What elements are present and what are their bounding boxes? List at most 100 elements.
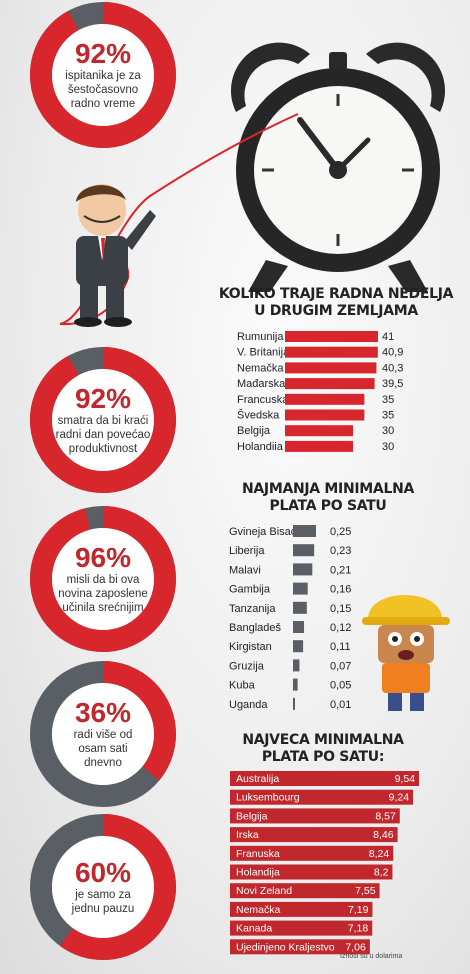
value-label: 40,9 <box>382 347 403 359</box>
value-label: 7,06 <box>345 941 366 953</box>
value-label: 0,15 <box>330 603 351 615</box>
category-label: Bangladeš <box>229 622 281 634</box>
bar <box>293 601 307 614</box>
bar <box>230 920 373 936</box>
stat-text-line: radi više od <box>73 729 133 741</box>
clock-bell-right <box>366 42 446 112</box>
stat-text-line: je samo za <box>75 889 131 901</box>
stat-donut-4: 36% radi više od osam sati dnevno <box>30 661 176 807</box>
donut-center <box>52 24 154 126</box>
category-label: Franuska <box>236 848 280 860</box>
value-label: 0,05 <box>330 680 351 692</box>
clock-ticks <box>262 94 414 246</box>
stat-text-line: produktivnost <box>68 443 138 455</box>
value-label: 8,2 <box>374 867 389 879</box>
value-label: 8,57 <box>375 810 396 822</box>
category-label: Holandija <box>236 867 280 879</box>
businessman-illustration <box>74 184 156 327</box>
category-label: V. Britanija <box>237 347 290 359</box>
bar <box>293 544 315 557</box>
bar <box>230 771 419 786</box>
donut-value-arc <box>30 2 176 148</box>
value-label: 7,18 <box>348 923 369 935</box>
donut-center <box>52 683 154 785</box>
bar <box>293 640 304 653</box>
bar <box>230 901 373 917</box>
clock-knob <box>329 52 347 70</box>
stat-text-line: jednu pauzu <box>71 903 135 915</box>
category-label: Luksembourg <box>236 792 300 804</box>
value-label: 0,12 <box>330 622 351 634</box>
stat-text-line: misli da bi ova <box>66 574 140 586</box>
bar <box>230 827 398 843</box>
category-label: Belgija <box>237 425 271 437</box>
chart-title-text: KOLIKO TRAJE RADNA NEDELJA U DRUGIM ZEML… <box>218 286 454 319</box>
stat-percent: 92% <box>74 383 132 414</box>
bar <box>293 621 305 633</box>
stat-percent: 92% <box>74 38 132 69</box>
clock-leg-right <box>388 260 428 292</box>
donut-value-arc <box>30 347 176 493</box>
value-label: 9,54 <box>395 773 416 785</box>
value-label: 0,07 <box>330 660 351 672</box>
stat-text-line: šestočasovno <box>67 84 139 96</box>
category-label: Gruzija <box>229 660 265 672</box>
stat-text-line: smatra da bi kraći <box>57 415 149 427</box>
stat-text-line: dnevno <box>84 757 122 769</box>
bar <box>293 582 308 595</box>
stat-text-line: radno vreme <box>70 98 136 110</box>
value-label: 30 <box>382 425 394 437</box>
category-label: Francuska <box>237 394 289 406</box>
bar <box>285 346 378 358</box>
stat-text-line: novina zaposlene <box>58 588 148 600</box>
donut-center <box>52 369 154 471</box>
category-label: Tanzanija <box>229 603 276 615</box>
value-label: 0,01 <box>330 699 351 711</box>
donut-center <box>52 836 154 938</box>
bar <box>230 845 394 861</box>
category-label: Kuba <box>229 680 256 692</box>
clock-bell-left <box>230 42 310 113</box>
donut-value-arc <box>30 814 176 960</box>
stat-text-line: učinila srećnijim <box>62 602 144 614</box>
stat-text-line: ispitanika je za <box>65 70 141 82</box>
category-label: Švedska <box>237 409 280 422</box>
clock-leg-left <box>248 260 288 292</box>
value-label: 9,24 <box>389 792 410 804</box>
bar <box>293 525 316 537</box>
value-label: 7,55 <box>355 885 376 897</box>
stat-text-line: osam sati <box>78 743 128 755</box>
value-label: 40,3 <box>382 362 403 374</box>
donut-ring <box>30 347 176 493</box>
bar <box>285 393 365 405</box>
value-label: 0,16 <box>330 584 351 596</box>
chart-title-lowest-wage: NAJMANJA MINIMALNA PLATA PO SATU <box>218 481 438 515</box>
clock-hour-hand <box>297 117 341 173</box>
donut-value-arc <box>30 506 176 652</box>
clock-center <box>329 161 347 179</box>
value-label: 41 <box>382 331 394 343</box>
category-label: Nemačka <box>236 904 281 916</box>
bar <box>293 659 300 672</box>
category-label: Ujedinjeno Kraljestvo <box>236 941 335 953</box>
category-label: Kirgistan <box>229 641 272 653</box>
stat-donut-1: 92% ispitanika je za šestočasovno radno … <box>30 2 176 148</box>
donut-ring <box>30 814 176 960</box>
bar <box>285 409 365 421</box>
bar <box>230 808 400 824</box>
value-label: 7,19 <box>348 904 369 916</box>
value-label: 0,21 <box>330 564 351 576</box>
category-label: Belgija <box>236 810 268 822</box>
bar <box>285 440 354 452</box>
donut-ring <box>30 2 176 148</box>
bar <box>285 425 354 437</box>
stat-text-line: radni dan povećao <box>55 429 151 441</box>
chart-title-work-week: KOLIKO TRAJE RADNA NEDELJA U DRUGIM ZEML… <box>218 286 454 320</box>
bar <box>230 883 380 899</box>
stat-percent: 36% <box>74 697 132 728</box>
category-label: Novi Zeland <box>236 885 292 897</box>
donut-value-arc <box>30 661 176 807</box>
category-label: Gvineja Bisao <box>229 526 297 538</box>
stat-percent: 96% <box>74 542 132 573</box>
donut-center <box>52 528 154 630</box>
